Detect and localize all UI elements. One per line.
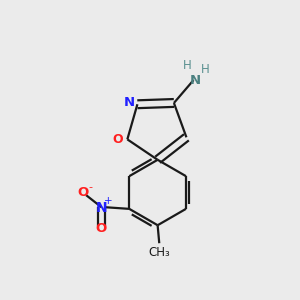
Text: -: - (89, 182, 93, 192)
Text: +: + (104, 196, 113, 206)
Text: N: N (190, 74, 201, 87)
Text: CH₃: CH₃ (148, 247, 170, 260)
Text: H: H (183, 59, 191, 73)
Text: O: O (96, 222, 107, 235)
Text: N: N (124, 96, 135, 109)
Text: O: O (78, 186, 89, 199)
Text: N: N (96, 201, 107, 215)
Text: H: H (201, 63, 210, 76)
Text: O: O (113, 133, 124, 146)
